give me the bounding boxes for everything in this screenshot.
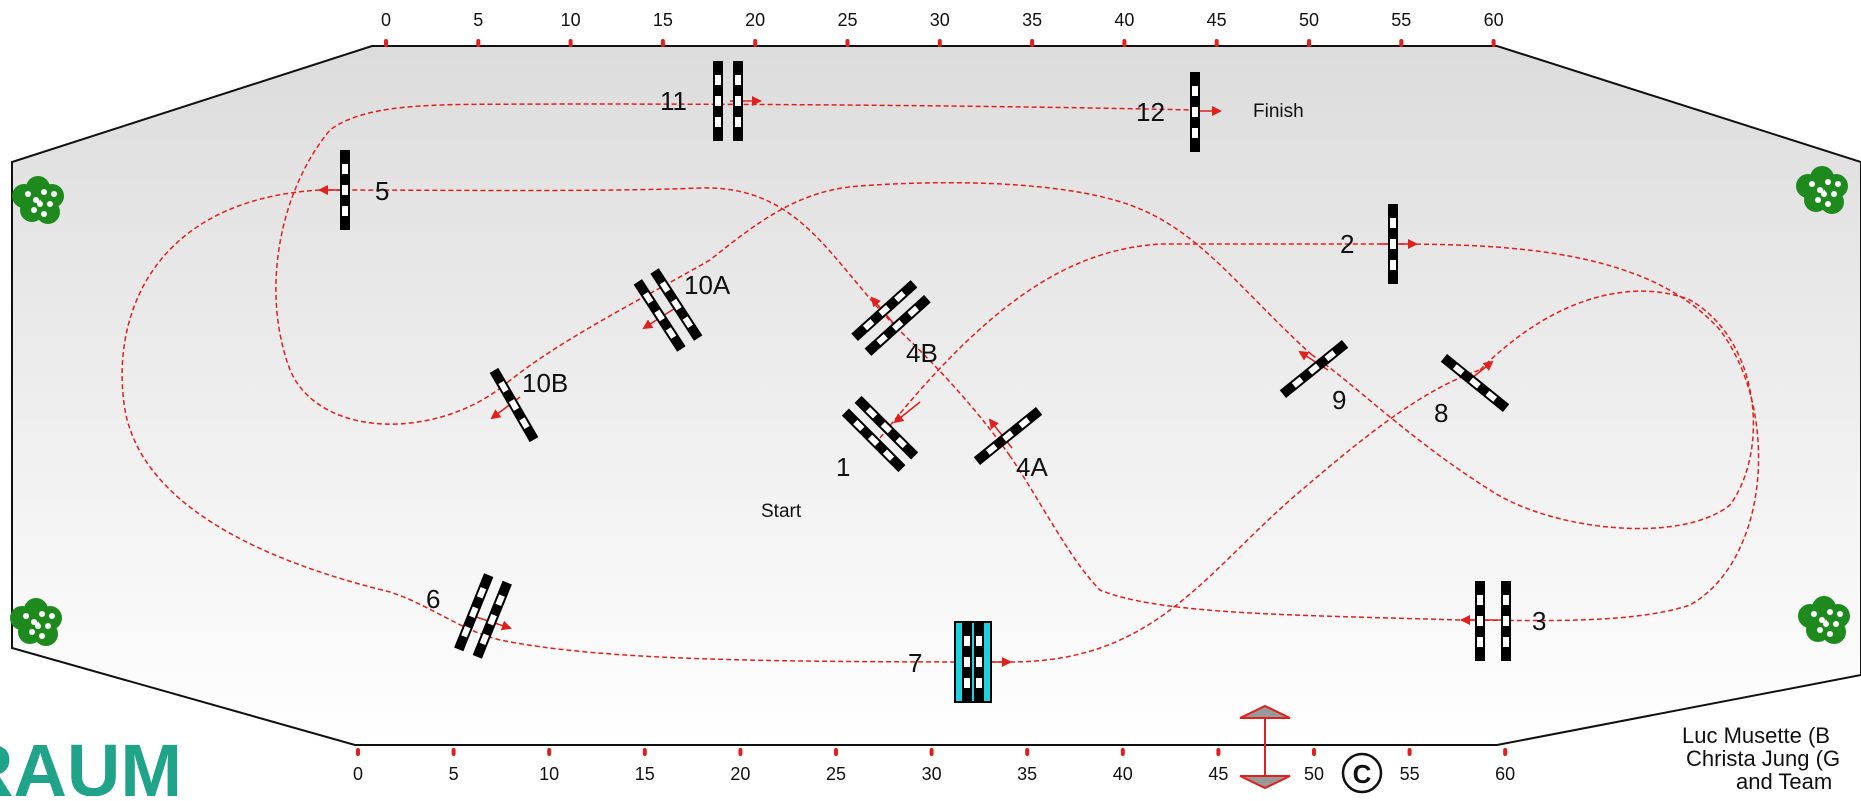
ruler-tick-label: 35: [1022, 10, 1042, 30]
ruler-tick-label: 40: [1114, 10, 1134, 30]
ruler-tick-mark: [1122, 39, 1127, 47]
ruler-tick-mark: [642, 748, 647, 756]
ruler-tick-mark: [1030, 39, 1035, 47]
ruler-tick-mark: [834, 748, 838, 756]
ruler-tick-mark: [476, 39, 481, 47]
logo: RAUM: [0, 729, 182, 796]
ruler-tick-mark: [1312, 748, 1316, 756]
ruler-tick-mark: [660, 39, 665, 47]
ruler-tick-mark: [845, 39, 850, 47]
obstacle-label: 7: [908, 648, 922, 678]
ruler-tick-mark: [1307, 39, 1311, 47]
ruler-tick-label: 25: [826, 764, 846, 784]
ruler-tick-label: 20: [730, 764, 750, 784]
ruler-tick-label: 45: [1208, 764, 1228, 784]
ruler-tick-mark: [1407, 748, 1412, 756]
obstacle-7-water: [954, 621, 992, 703]
ruler-tick-label: 55: [1391, 10, 1411, 30]
ruler-tick-mark: [451, 748, 456, 756]
obstacle-12: [1190, 72, 1200, 152]
ruler-tick-mark: [738, 748, 743, 756]
obstacle-label: 1: [836, 452, 850, 482]
ruler-tick-mark: [1399, 39, 1404, 47]
copyright-letter: C: [1353, 759, 1372, 789]
obstacle-label: 11: [660, 86, 687, 116]
obstacle-label: 8: [1434, 398, 1448, 428]
ruler-top: 0 5 10 15 20 25 30 35 40 45 50 55 60: [381, 10, 1504, 47]
obstacle-label: 12: [1136, 97, 1165, 127]
ruler-tick-mark: [753, 39, 758, 47]
ruler-tick-label: 0: [381, 10, 391, 30]
arena-fence: [11, 45, 1861, 746]
ruler-tick-label: 45: [1207, 10, 1227, 30]
ruler-tick-mark: [1216, 748, 1221, 756]
credit-line: and Team: [1736, 769, 1832, 794]
obstacle-label: 2: [1340, 229, 1354, 259]
entrance-marker: [1239, 704, 1291, 790]
route-line: [121, 103, 1760, 663]
ruler-tick-mark: [929, 748, 934, 756]
ruler-tick-mark: [1120, 748, 1125, 756]
obstacle-label: 10A: [684, 270, 731, 300]
ruler-tick-mark: [547, 748, 552, 756]
ruler-tick-label: 40: [1113, 764, 1133, 784]
ruler-tick-mark: [1025, 748, 1030, 756]
copyright-mark: C: [1341, 752, 1383, 794]
finish-label: Finish: [1253, 101, 1304, 122]
ruler-tick-mark: [1491, 39, 1496, 47]
start-label: Start: [761, 501, 802, 522]
obstacle-5: [340, 150, 350, 230]
obstacle-label: 3: [1532, 606, 1546, 636]
ruler-tick-mark: [1503, 748, 1508, 756]
obstacle-label: 4A: [1016, 452, 1048, 482]
ruler-tick-mark: [1214, 39, 1219, 47]
obstacle-label: 5: [375, 176, 389, 206]
ruler-tick-mark: [384, 39, 388, 47]
ruler-tick-mark: [568, 39, 573, 47]
credit-line: Luc Musette (B: [1682, 723, 1830, 748]
logo-panel: [0, 712, 200, 796]
ruler-tick-label: 15: [635, 764, 655, 784]
ruler-tick-label: 5: [473, 10, 483, 30]
obstacle-label: 4B: [906, 338, 938, 368]
ruler-tick-label: 20: [745, 10, 765, 30]
ruler-bottom: 0 5 10 15 20 25 30 35 40 45 50 55 60: [353, 748, 1515, 784]
ruler-tick-label: 10: [539, 764, 559, 784]
obstacle-label: 6: [426, 584, 440, 614]
ruler-tick-label: 10: [561, 10, 581, 30]
ruler-tick-label: 0: [353, 764, 363, 784]
obstacle-label: 9: [1332, 385, 1346, 415]
ruler-tick-mark: [937, 39, 942, 47]
ruler-tick-label: 60: [1495, 764, 1515, 784]
obstacle-label: 10B: [522, 368, 568, 398]
ruler-tick-label: 50: [1299, 10, 1319, 30]
ruler-tick-label: 30: [930, 10, 950, 30]
ruler-tick-mark: [356, 748, 360, 756]
credit-line: Christa Jung (G: [1686, 746, 1840, 771]
obstacle-2: [1388, 204, 1398, 284]
ruler-tick-label: 35: [1017, 764, 1037, 784]
ruler-tick-label: 25: [837, 10, 857, 30]
ruler-tick-label: 60: [1484, 10, 1504, 30]
ruler-tick-label: 15: [653, 10, 673, 30]
ruler-tick-label: 50: [1304, 764, 1324, 784]
ruler-tick-label: 5: [449, 764, 459, 784]
ruler-tick-label: 55: [1400, 764, 1420, 784]
ruler-tick-label: 30: [922, 764, 942, 784]
